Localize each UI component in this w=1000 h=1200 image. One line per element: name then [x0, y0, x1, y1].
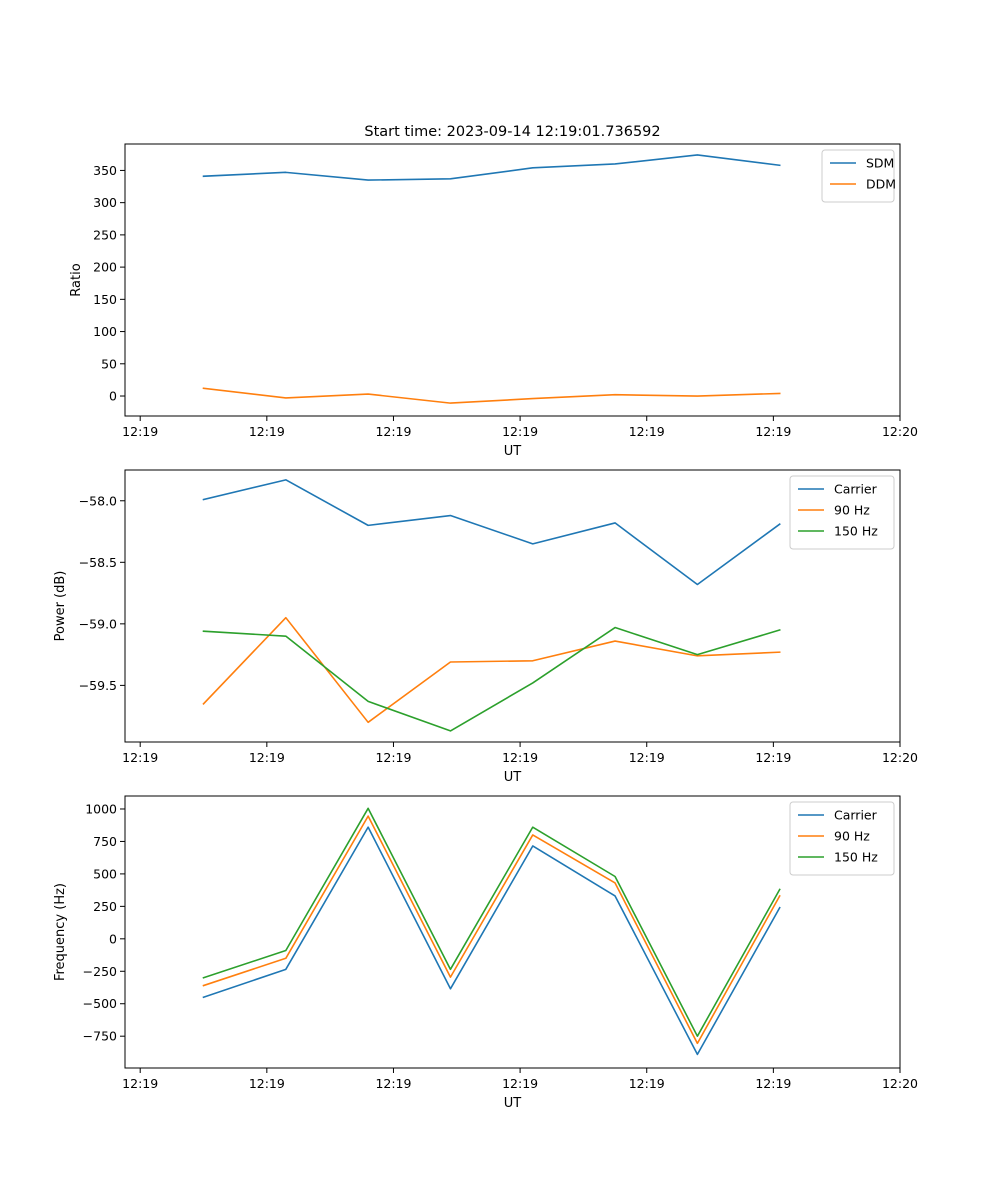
y-tick-label: −250	[83, 964, 117, 979]
y-tick-label: 200	[93, 260, 117, 275]
legend-entry: SDM	[866, 156, 894, 171]
subplot-1: 12:19 12:19 12:19 12:19 12:19 12:19 12:20 0 50 10…	[69, 143, 918, 459]
subplots: 12:19 12:19 12:19 12:19 12:19 12:19 12:20 0 50 10…	[53, 143, 918, 1111]
y-tick-label: −58.5	[79, 555, 117, 570]
x-tick-label: 12:19	[122, 1076, 158, 1091]
x-tick-label: 12:19	[502, 1076, 538, 1091]
axes-frame	[124, 469, 901, 743]
y-tick-label: 0	[109, 389, 117, 404]
legend: SDM DDM	[821, 149, 896, 203]
series-line-sdm	[202, 154, 781, 181]
series-line-90-hz	[202, 815, 781, 1045]
x-tick-label: 12:19	[755, 1076, 791, 1091]
legend: Carrier 90 Hz 150 Hz	[789, 475, 895, 550]
y-tick-label: −59.0	[79, 616, 117, 631]
series-line-90-hz	[202, 616, 781, 724]
x-tick-label: 12:19	[249, 1076, 285, 1091]
subplot-3: 12:19 12:19 12:19 12:19 12:19 12:19 12:20 −750 −…	[53, 795, 918, 1111]
y-tick-label: 0	[109, 931, 117, 946]
x-tick-label: 12:19	[629, 1076, 665, 1091]
x-tick-label: 12:19	[755, 424, 791, 439]
legend: Carrier 90 Hz 150 Hz	[789, 801, 895, 876]
x-tick-label: 12:19	[629, 424, 665, 439]
y-axis-label: Frequency (Hz)	[53, 883, 68, 981]
y-tick-label: 50	[101, 356, 117, 371]
y-tick-label: 250	[93, 899, 117, 914]
x-tick-label: 12:19	[122, 424, 158, 439]
legend-entry: 90 Hz	[834, 503, 870, 518]
x-axis-label: UT	[504, 770, 522, 785]
legend-entry: 150 Hz	[834, 850, 878, 865]
y-tick-label: 350	[93, 163, 117, 178]
legend-entry: 150 Hz	[834, 524, 878, 539]
x-tick-label: 12:20	[882, 750, 918, 765]
y-tick-label: 300	[93, 195, 117, 210]
x-tick-label: 12:19	[249, 750, 285, 765]
x-tick-label: 12:19	[502, 424, 538, 439]
series-line-150-hz	[202, 807, 781, 1037]
y-tick-label: 500	[93, 866, 117, 881]
y-axis-label: Ratio	[69, 263, 84, 296]
x-tick-label: 12:19	[502, 750, 538, 765]
y-tick-label: −500	[83, 996, 117, 1011]
y-tick-label: 1000	[85, 801, 117, 816]
series-line-150-hz	[202, 626, 781, 732]
y-tick-label: 150	[93, 292, 117, 307]
x-tick-label: 12:19	[375, 1076, 411, 1091]
y-axis-label: Power (dB)	[53, 571, 68, 642]
axes-frame	[124, 143, 901, 417]
x-tick-label: 12:19	[755, 750, 791, 765]
y-tick-label: −750	[83, 1029, 117, 1044]
legend-entry: 90 Hz	[834, 829, 870, 844]
legend-entry: Carrier	[834, 808, 878, 823]
legend-entry: DDM	[866, 177, 896, 192]
x-tick-label: 12:20	[882, 1076, 918, 1091]
series-line-carrier	[202, 826, 781, 1056]
x-tick-label: 12:20	[882, 424, 918, 439]
y-tick-label: 100	[93, 324, 117, 339]
x-tick-label: 12:19	[122, 750, 158, 765]
y-tick-label: 750	[93, 834, 117, 849]
y-tick-label: −58.0	[79, 493, 117, 508]
x-tick-label: 12:19	[375, 750, 411, 765]
subplot-2: 12:19 12:19 12:19 12:19 12:19 12:19 12:20 −59.5…	[53, 469, 918, 785]
chart-title: Start time: 2023-09-14 12:19:01.736592	[364, 124, 660, 140]
legend-entry: Carrier	[834, 482, 878, 497]
series-line-ddm	[202, 387, 781, 404]
x-tick-label: 12:19	[249, 424, 285, 439]
y-tick-label: 250	[93, 227, 117, 242]
x-axis-label: UT	[504, 1096, 522, 1111]
x-tick-label: 12:19	[629, 750, 665, 765]
y-tick-label: −59.5	[79, 678, 117, 693]
x-tick-label: 12:19	[375, 424, 411, 439]
x-axis-label: UT	[504, 444, 522, 459]
series-line-carrier	[202, 479, 781, 586]
axes-frame	[124, 795, 901, 1069]
